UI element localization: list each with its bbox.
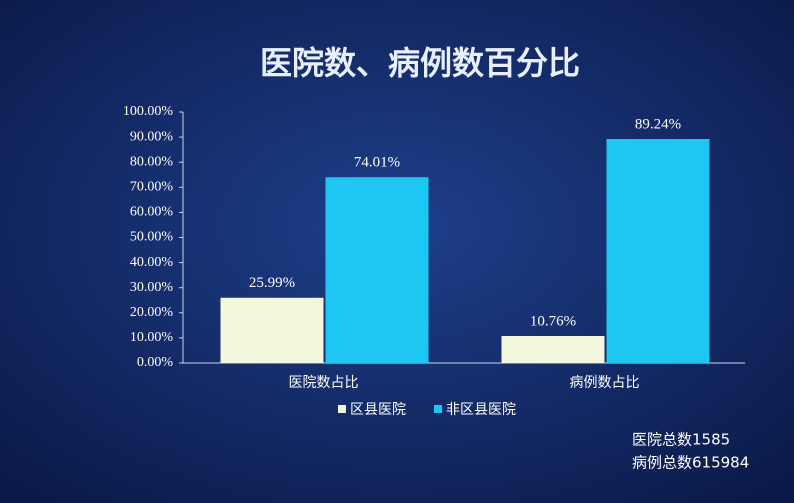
y-tick-label: 80.00%: [130, 154, 174, 169]
y-tick-label: 30.00%: [130, 280, 174, 295]
value-label: 25.99%: [249, 275, 295, 291]
legend-swatch: [434, 405, 442, 413]
bar: [220, 297, 324, 363]
value-label: 10.76%: [530, 313, 576, 329]
value-label: 89.24%: [635, 116, 681, 132]
y-tick-label: 100.00%: [123, 104, 174, 119]
y-tick-label: 50.00%: [130, 230, 174, 245]
x-tick-label: 病例数占比: [570, 375, 640, 391]
bar: [606, 139, 710, 363]
bar: [325, 177, 429, 363]
y-tick-label: 60.00%: [130, 205, 174, 220]
legend-label: 区县医院: [350, 402, 406, 418]
y-tick-label: 20.00%: [130, 305, 174, 320]
y-tick-label: 90.00%: [130, 129, 174, 144]
y-tick-label: 10.00%: [130, 330, 174, 345]
annotation: 医院总数1585: [632, 431, 730, 449]
legend-swatch: [338, 405, 346, 413]
y-tick-label: 0.00%: [137, 355, 174, 370]
x-tick-label: 医院数占比: [289, 375, 359, 391]
legend-label: 非区县医院: [446, 402, 516, 418]
value-label: 74.01%: [354, 155, 400, 171]
bar: [501, 335, 605, 363]
chart-title: 医院数、病例数百分比: [260, 44, 580, 82]
annotation: 病例总数615984: [632, 454, 749, 472]
y-tick-label: 40.00%: [130, 255, 174, 270]
y-tick-label: 70.00%: [130, 180, 174, 195]
